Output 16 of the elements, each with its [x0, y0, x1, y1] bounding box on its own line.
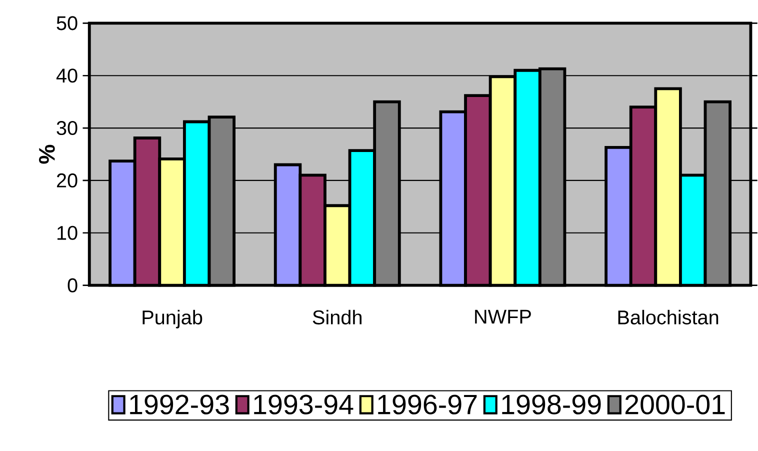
y-tick-label: 10: [58, 226, 78, 240]
x-tick-label: Sindh: [312, 310, 362, 325]
x-tick-label: NWFP: [475, 310, 531, 324]
legend-label: 1992-93: [130, 394, 229, 414]
legend-label: 1996-97: [378, 394, 477, 414]
y-tick-label: 50: [56, 16, 78, 30]
y-axis-title: %: [39, 144, 55, 164]
legend-label: 1998-99: [502, 394, 601, 414]
x-tick-label: Punjab: [142, 310, 202, 328]
y-tick-label: 40: [56, 68, 78, 83]
legend-label: 1993-94: [254, 394, 354, 414]
y-tick-label: 20: [56, 174, 78, 188]
y-tick-label: 0: [68, 278, 78, 292]
legend-label: 2000-01: [625, 394, 725, 414]
x-tick-label: Balochistan: [618, 310, 718, 325]
y-tick-label: 30: [56, 121, 78, 136]
